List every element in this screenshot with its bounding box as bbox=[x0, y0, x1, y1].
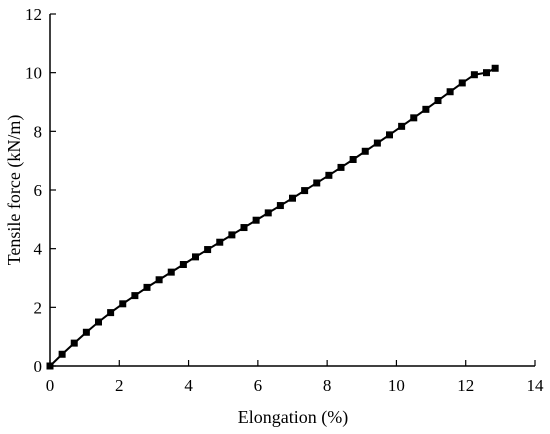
data-point bbox=[167, 268, 175, 276]
data-point bbox=[46, 362, 54, 370]
data-point bbox=[131, 292, 139, 300]
data-point bbox=[470, 71, 478, 79]
data-point bbox=[325, 171, 333, 179]
data-point bbox=[95, 318, 102, 326]
data-point bbox=[458, 79, 466, 87]
y-tick-label: 12 bbox=[25, 5, 42, 24]
data-point bbox=[192, 253, 199, 261]
data-point bbox=[434, 97, 442, 105]
y-tick-label: 2 bbox=[34, 298, 43, 317]
data-point bbox=[301, 187, 309, 195]
x-tick-label: 14 bbox=[527, 376, 545, 395]
data-point bbox=[252, 216, 260, 224]
data-point bbox=[70, 339, 78, 347]
data-point bbox=[82, 328, 90, 336]
data-point bbox=[313, 179, 321, 187]
data-point bbox=[216, 238, 224, 246]
data-point bbox=[240, 224, 248, 232]
x-tick-label: 10 bbox=[388, 376, 405, 395]
data-point bbox=[289, 194, 296, 202]
data-point bbox=[228, 231, 236, 239]
data-point bbox=[337, 163, 345, 171]
x-tick-label: 2 bbox=[115, 376, 124, 395]
series bbox=[46, 64, 499, 370]
x-tick-label: 12 bbox=[457, 376, 474, 395]
data-point bbox=[276, 202, 284, 210]
data-point bbox=[386, 131, 393, 139]
series-line bbox=[49, 67, 496, 367]
data-point bbox=[179, 261, 187, 269]
x-tick-label: 4 bbox=[184, 376, 193, 395]
data-point bbox=[361, 147, 369, 155]
data-point bbox=[483, 69, 490, 77]
data-point bbox=[422, 105, 430, 113]
x-tick-label: 8 bbox=[323, 376, 332, 395]
data-point bbox=[398, 122, 406, 130]
x-axis-label: Elongation (%) bbox=[238, 407, 348, 428]
x-tick-label: 0 bbox=[46, 376, 55, 395]
data-point bbox=[204, 246, 212, 254]
data-point bbox=[410, 114, 418, 122]
y-tick-label: 4 bbox=[34, 240, 43, 259]
data-point bbox=[491, 64, 499, 72]
data-point bbox=[264, 209, 272, 217]
data-point bbox=[349, 155, 357, 163]
y-tick-label: 8 bbox=[34, 122, 43, 141]
data-point bbox=[143, 283, 151, 291]
data-point bbox=[373, 139, 381, 147]
y-tick-label: 0 bbox=[34, 357, 43, 376]
data-point bbox=[119, 300, 127, 308]
x-tick-label: 6 bbox=[254, 376, 263, 395]
data-point bbox=[107, 309, 115, 317]
y-tick-label: 6 bbox=[34, 181, 43, 200]
y-axis-label: Tensile force (kN/m) bbox=[4, 115, 25, 266]
axes bbox=[49, 14, 535, 367]
data-point bbox=[446, 88, 454, 96]
data-point bbox=[58, 350, 66, 358]
data-point bbox=[155, 276, 163, 284]
y-tick-label: 10 bbox=[25, 64, 42, 83]
ticks: 0 2 4 6 8 10 12 14 0 2 4 6 8 10 12 bbox=[25, 5, 544, 395]
